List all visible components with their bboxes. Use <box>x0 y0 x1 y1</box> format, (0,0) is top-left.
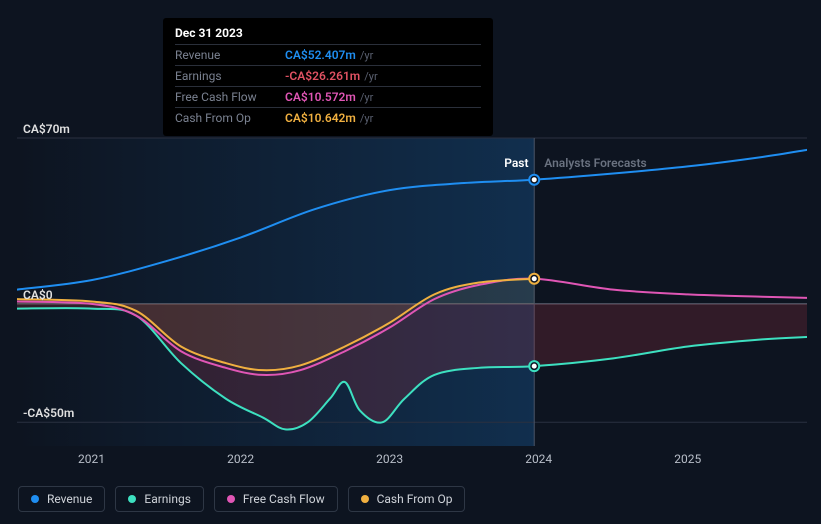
tooltip-metric-value: -CA$26.261m <box>285 69 360 83</box>
legend-dot-icon <box>31 495 39 503</box>
legend-dot-icon <box>227 495 235 503</box>
tooltip-row: Earnings-CA$26.261m/yr <box>175 65 481 86</box>
tooltip-metric-unit: /yr <box>360 91 373 104</box>
y-axis-tick-label: CA$0 <box>23 288 53 302</box>
tooltip-metric-value: CA$10.642m <box>285 111 356 125</box>
x-axis-tick-label: 2022 <box>227 452 254 466</box>
financials-chart: CA$70mCA$0-CA$50m 20212022202320242025 P… <box>17 126 807 486</box>
x-axis-tick-label: 2025 <box>674 452 701 466</box>
tooltip-metric-unit: /yr <box>364 70 377 83</box>
tooltip-metric-value: CA$10.572m <box>285 90 356 104</box>
legend-dot-icon <box>361 495 369 503</box>
legend-dot-icon <box>128 495 136 503</box>
legend-item-label: Earnings <box>144 492 191 506</box>
chart-legend: Revenue Earnings Free Cash Flow Cash From O… <box>18 486 465 512</box>
legend-item-label: Free Cash Flow <box>243 492 325 506</box>
tooltip-metric-label: Free Cash Flow <box>175 90 285 104</box>
legend-item-revenue[interactable]: Revenue <box>18 486 105 512</box>
tooltip-metric-unit: /yr <box>360 49 373 62</box>
x-axis-tick-label: 2021 <box>78 452 105 466</box>
tooltip-metric-value: CA$52.407m <box>285 48 356 62</box>
legend-item-label: Cash From Op <box>377 492 453 506</box>
legend-item-cash-from-op[interactable]: Cash From Op <box>348 486 466 512</box>
tooltip-metric-label: Revenue <box>175 48 285 62</box>
x-axis-tick-label: 2024 <box>525 452 552 466</box>
hover-tooltip: Dec 31 2023 RevenueCA$52.407m/yrEarnings… <box>163 18 493 136</box>
forecast-region-label: Analysts Forecasts <box>544 156 646 170</box>
tooltip-date: Dec 31 2023 <box>175 26 481 40</box>
legend-item-earnings[interactable]: Earnings <box>115 486 204 512</box>
y-axis-tick-label: -CA$50m <box>23 406 74 420</box>
tooltip-metric-label: Earnings <box>175 69 285 83</box>
x-axis-tick-label: 2023 <box>376 452 403 466</box>
tooltip-metric-unit: /yr <box>360 112 373 125</box>
legend-item-label: Revenue <box>47 492 92 506</box>
y-axis-tick-label: CA$70m <box>23 122 70 136</box>
past-region-label: Past <box>504 156 528 170</box>
tooltip-row: RevenueCA$52.407m/yr <box>175 44 481 65</box>
legend-item-free-cash-flow[interactable]: Free Cash Flow <box>214 486 338 512</box>
chart-canvas <box>17 126 807 456</box>
tooltip-row: Cash From OpCA$10.642m/yr <box>175 107 481 128</box>
tooltip-metric-label: Cash From Op <box>175 111 285 125</box>
tooltip-row: Free Cash FlowCA$10.572m/yr <box>175 86 481 107</box>
